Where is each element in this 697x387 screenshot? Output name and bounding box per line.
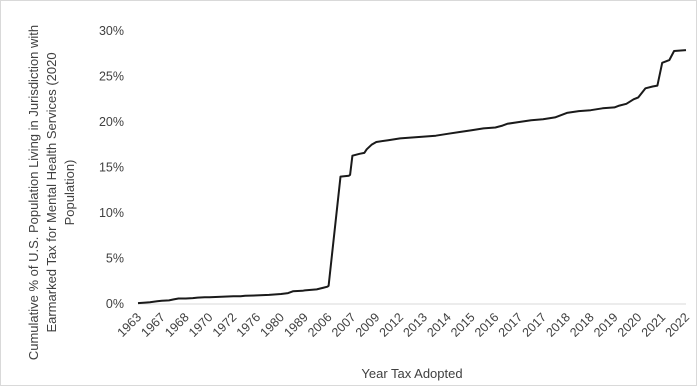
x-tick-label: 1968	[162, 310, 192, 340]
y-axis-title: Cumulative % of U.S. Population Living i…	[26, 25, 77, 360]
x-tick-label: 2015	[448, 310, 478, 340]
series-line	[137, 49, 687, 305]
x-tick-label: 1963	[115, 310, 145, 340]
x-tick-label: 2016	[472, 310, 502, 340]
x-tick-label: 2017	[496, 310, 526, 340]
y-tick-label: 25%	[99, 70, 124, 84]
x-tick-label: 1976	[234, 310, 264, 340]
y-tick-label: 10%	[99, 206, 124, 220]
y-tick-label: 0%	[106, 297, 124, 311]
x-tick-label: 2017	[520, 310, 550, 340]
y-axis-title-line: Earmarked Tax for Mental Health Services…	[44, 52, 59, 332]
x-tick-label: 2012	[377, 310, 407, 340]
y-axis-title-line: Cumulative % of U.S. Population Living i…	[26, 25, 41, 360]
x-tick-label: 1972	[210, 310, 240, 340]
y-tick-label: 20%	[99, 115, 124, 129]
x-axis-ticks: 1963196719681970197219761980198920062007…	[115, 310, 693, 340]
x-tick-label: 2019	[591, 310, 621, 340]
y-axis-title-line: Population)	[62, 160, 77, 226]
x-tick-label: 2018	[543, 310, 573, 340]
x-tick-label: 1967	[138, 310, 168, 340]
y-tick-label: 15%	[99, 161, 124, 175]
x-tick-label: 2013	[400, 310, 430, 340]
x-tick-label: 2022	[663, 310, 693, 340]
x-tick-label: 2018	[567, 310, 597, 340]
x-tick-label: 2020	[615, 310, 645, 340]
x-tick-label: 1970	[186, 310, 216, 340]
x-axis-title: Year Tax Adopted	[361, 366, 462, 381]
x-tick-label: 2021	[639, 310, 669, 340]
x-tick-label: 2007	[329, 310, 359, 340]
y-tick-label: 30%	[99, 24, 124, 38]
x-tick-label: 1980	[258, 310, 288, 340]
x-tick-label: 2006	[305, 310, 335, 340]
y-axis-ticks: 0% 5% 10% 15% 20% 25% 30%	[99, 24, 124, 311]
x-tick-label: 1989	[281, 310, 311, 340]
y-tick-label: 5%	[106, 252, 124, 266]
x-tick-label: 2014	[424, 310, 454, 340]
x-tick-label: 2009	[353, 310, 383, 340]
